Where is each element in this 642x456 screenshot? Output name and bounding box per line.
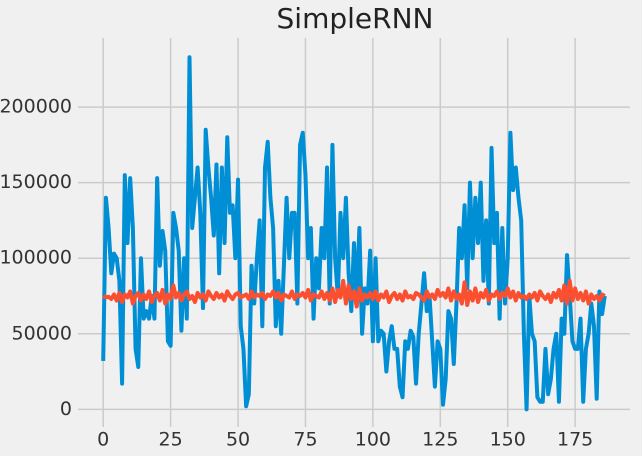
x-tick-label: 75 <box>293 429 317 451</box>
x-tick-label: 50 <box>226 429 250 451</box>
x-tick-label: 150 <box>490 429 526 451</box>
y-tick-label: 100000 <box>0 247 72 269</box>
x-tick-label: 25 <box>159 429 183 451</box>
y-tick-label: 50000 <box>12 322 72 344</box>
y-tick-label: 0 <box>60 398 72 420</box>
series-line <box>102 278 606 309</box>
x-tick-label: 175 <box>557 429 593 451</box>
x-tick-label: 0 <box>97 429 109 451</box>
y-tick-label: 200000 <box>0 96 72 118</box>
series-line <box>101 55 607 412</box>
chart-title: SimpleRNN <box>277 2 434 35</box>
x-tick-label: 125 <box>422 429 458 451</box>
x-tick-label: 100 <box>355 429 391 451</box>
y-tick-label: 150000 <box>0 171 72 193</box>
